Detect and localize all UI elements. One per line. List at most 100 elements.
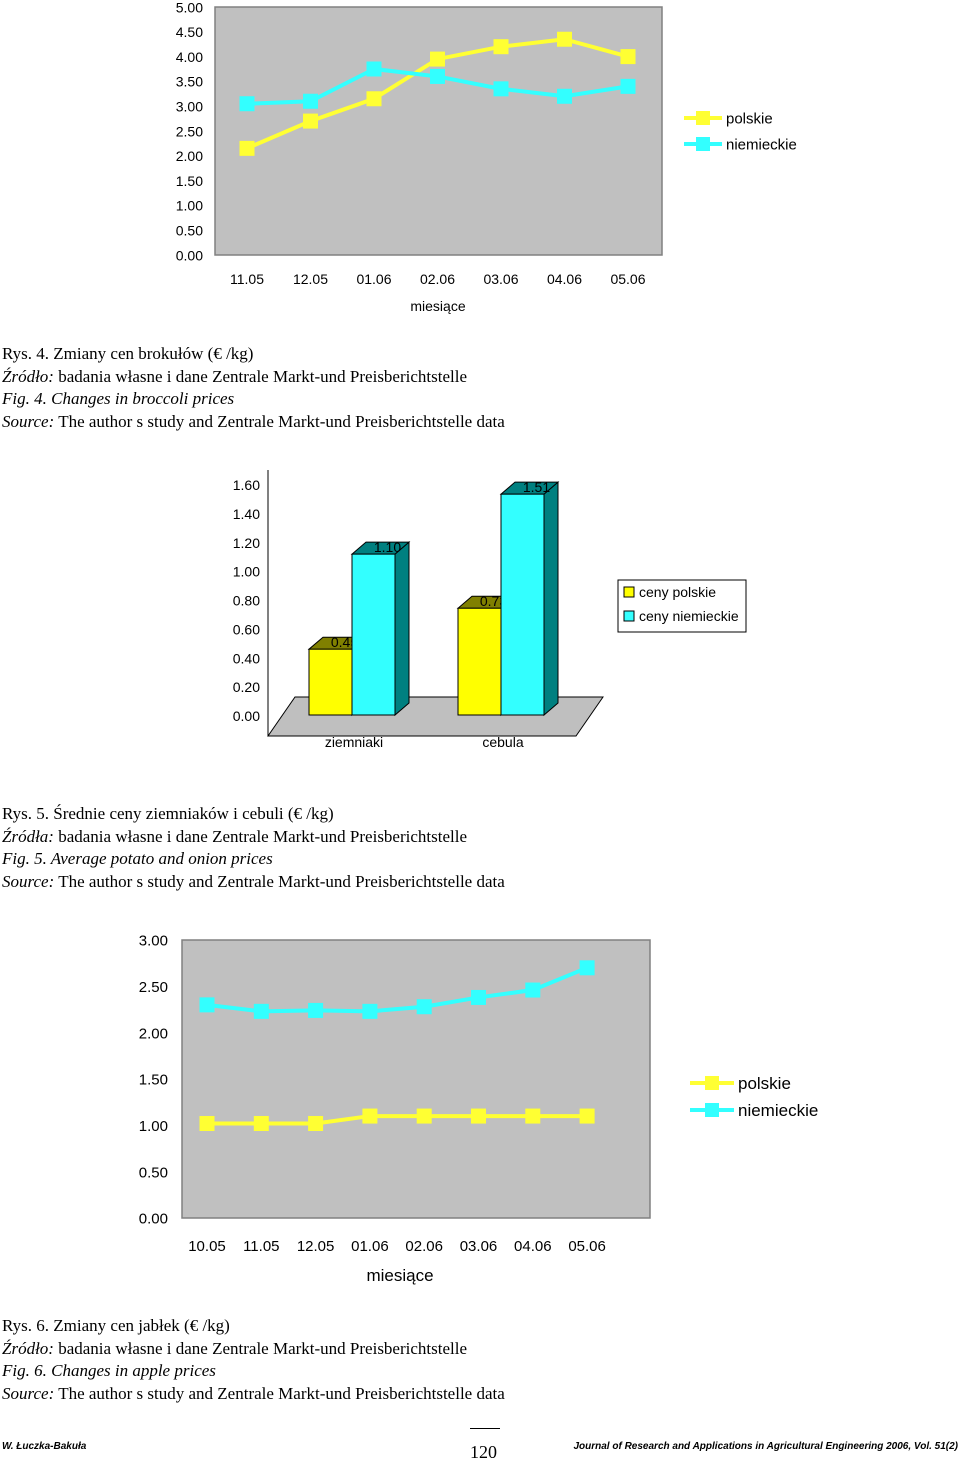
y-tick-label: 1.60 <box>233 477 260 493</box>
y-tick-label: 0.80 <box>233 593 260 609</box>
y-tick-label: 5.00 <box>176 0 203 15</box>
data-point <box>620 78 636 94</box>
data-point <box>430 68 445 84</box>
plot-area <box>214 6 663 256</box>
pl-source: Źródło: badania własne i dane Zentrale M… <box>2 366 468 386</box>
data-label: 0.45 <box>331 634 358 650</box>
data-label: 1.51 <box>523 479 550 495</box>
bar-side <box>543 481 559 717</box>
data-point <box>471 989 486 1005</box>
pl-source: Źródło: badania własne i dane Zentrale M… <box>2 1338 468 1358</box>
y-tick-label: 0.20 <box>233 679 260 695</box>
x-tick-label: 03.06 <box>460 1238 498 1255</box>
bar-cebula-ceny niemieckie <box>499 481 560 717</box>
data-point <box>199 1115 215 1131</box>
broccoli-price-line-chart: 5.00 4.50 4.00 3.50 3.00 2.50 2.00 1.50 1.00 0.50… <box>176 0 797 314</box>
footer-journal: Journal of Research and Applications in … <box>573 1441 958 1452</box>
y-tick-label: 1.50 <box>139 1072 168 1089</box>
en-source: Source: The author s study and Zentrale … <box>2 871 505 891</box>
data-point <box>557 88 572 104</box>
y-tick-label: 1.20 <box>233 535 260 551</box>
legend-marker <box>696 137 710 151</box>
data-point <box>303 93 318 109</box>
data-point <box>430 51 445 67</box>
legend-swatch <box>623 586 635 598</box>
legend-marker <box>696 111 710 125</box>
y-tick-label: 0.60 <box>233 621 260 637</box>
data-point <box>366 61 382 77</box>
series-line <box>207 1114 588 1126</box>
legend-marker <box>705 1076 719 1090</box>
data-point <box>253 1003 269 1019</box>
pl-source: Źródła: badania własne i dane Zentrale M… <box>2 826 468 846</box>
data-point <box>308 1115 324 1131</box>
data-point <box>303 113 318 129</box>
y-tick-label: 0.50 <box>139 1164 168 1181</box>
data-point <box>253 1115 269 1131</box>
data-point <box>199 997 215 1013</box>
figure-4-caption: Rys. 4. Zmiany cen brokułów (€ /kg) Źród… <box>2 343 505 433</box>
data-point <box>362 1003 378 1019</box>
footer-author: W. Łuczka-Bakuła <box>2 1441 87 1452</box>
y-tick-label: 3.50 <box>176 74 203 90</box>
x-tick-label: 11.05 <box>243 1238 279 1255</box>
data-point <box>362 1108 378 1124</box>
y-tick-label: 1.00 <box>139 1118 168 1135</box>
data-point <box>308 1002 324 1018</box>
legend-swatch <box>623 610 635 622</box>
data-point <box>579 1108 595 1124</box>
en-title: Fig. 5. Average potato and onion prices <box>2 849 273 868</box>
y-tick-label: 0.00 <box>176 247 203 263</box>
x-tick-label: 11.05 <box>230 271 264 287</box>
x-tick-label: 12.05 <box>293 271 328 287</box>
page-footer: W. Łuczka-Bakuła 120 Journal of Research… <box>0 1438 960 1462</box>
y-tick-label: 2.00 <box>176 148 203 164</box>
data-point <box>366 91 382 107</box>
y-tick-label: 2.00 <box>139 1025 168 1042</box>
bar-side <box>394 541 410 717</box>
chart-legend: ceny polskie ceny niemieckie <box>617 579 747 633</box>
en-source: Source: The author s study and Zentrale … <box>2 1383 505 1403</box>
pl-title: Rys. 4. Zmiany cen brokułów (€ /kg) <box>2 344 254 363</box>
y-tick-label: 0.00 <box>139 1211 168 1228</box>
y-tick-label: 0.00 <box>233 708 260 724</box>
x-tick-label: 05.06 <box>568 1238 606 1255</box>
x-tick-label: 04.06 <box>514 1238 552 1255</box>
en-title: Fig. 6. Changes in apple prices <box>2 1361 216 1380</box>
bar-front <box>351 553 396 716</box>
x-tick-label: 10.05 <box>188 1238 226 1255</box>
data-point <box>579 960 595 976</box>
legend-label: niemieckie <box>738 1101 818 1120</box>
data-point <box>525 1108 541 1124</box>
series-polskie <box>239 31 636 156</box>
series-niemieckie <box>199 960 595 1019</box>
x-tick-label: 05.06 <box>610 271 645 287</box>
series-polskie <box>199 1108 595 1131</box>
en-source: Source: The author s study and Zentrale … <box>2 411 505 431</box>
data-point <box>620 49 636 65</box>
data-point <box>525 982 541 998</box>
legend-label: polskie <box>726 110 773 127</box>
y-tick-label: 3.00 <box>176 99 203 115</box>
data-point <box>493 81 509 97</box>
en-title: Fig. 4. Changes in broccoli prices <box>2 389 235 408</box>
x-category-label: cebula <box>482 734 523 750</box>
x-axis-title: miesiące <box>366 1266 433 1285</box>
y-tick-label: 4.00 <box>176 49 203 65</box>
data-label: 0.73 <box>480 593 507 609</box>
legend-marker <box>705 1103 719 1117</box>
x-tick-label: 12.05 <box>297 1238 335 1255</box>
y-tick-label: 2.50 <box>176 123 203 139</box>
x-tick-label: 01.06 <box>351 1238 389 1255</box>
figure-5-caption: Rys. 5. Średnie ceny ziemniaków i cebuli… <box>2 803 505 893</box>
apple-price-line-chart: 3.00 2.50 2.00 1.50 1.00 0.50 0.00 10.05 11.05 12… <box>139 933 819 1285</box>
y-tick-label: 1.00 <box>176 198 203 214</box>
y-tick-label: 2.50 <box>139 979 168 996</box>
y-tick-label: 0.40 <box>233 650 260 666</box>
figure-6-caption: Rys. 6. Zmiany cen jabłek (€ /kg) Źródło… <box>2 1315 505 1405</box>
x-tick-label: 04.06 <box>547 271 582 287</box>
x-tick-label: 02.06 <box>420 271 455 287</box>
data-point <box>493 39 509 55</box>
legend-box <box>617 579 747 633</box>
data-point <box>416 1108 432 1124</box>
